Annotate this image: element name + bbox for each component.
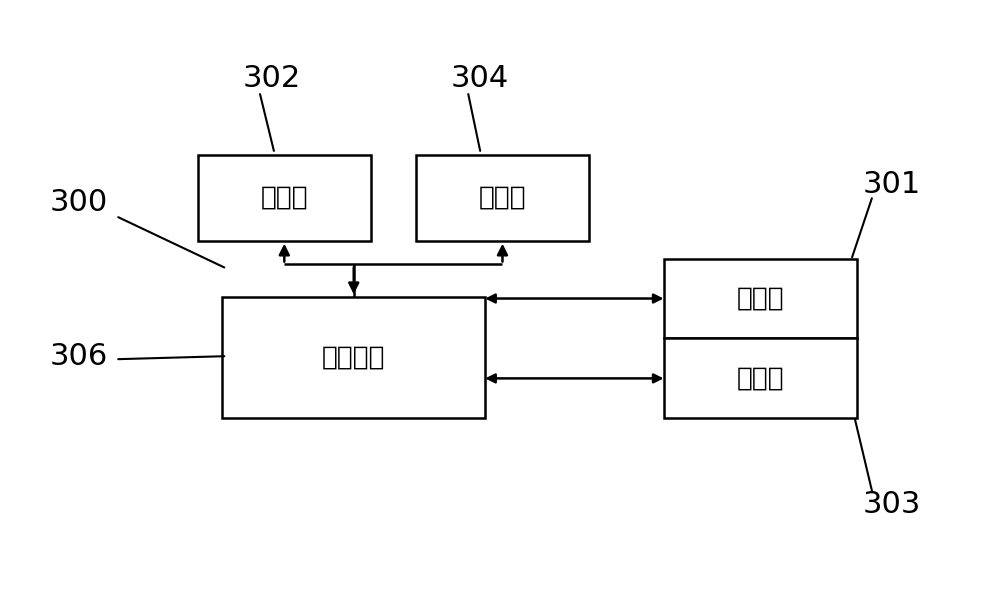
Text: 300: 300 — [49, 188, 108, 217]
Text: 接收器: 接收器 — [737, 286, 784, 311]
Text: 301: 301 — [863, 170, 921, 199]
Text: 存储器: 存储器 — [479, 185, 526, 211]
Bar — [198, 155, 371, 241]
Text: 发送器: 发送器 — [737, 365, 784, 391]
Bar — [222, 297, 485, 418]
Bar — [416, 155, 589, 241]
Text: 303: 303 — [863, 490, 921, 518]
Bar — [664, 338, 857, 418]
Text: 总线接口: 总线接口 — [322, 344, 385, 371]
Text: 304: 304 — [451, 64, 509, 92]
Text: 306: 306 — [49, 342, 108, 371]
Bar — [664, 259, 857, 338]
Text: 302: 302 — [243, 64, 301, 92]
Text: 处理器: 处理器 — [260, 185, 308, 211]
